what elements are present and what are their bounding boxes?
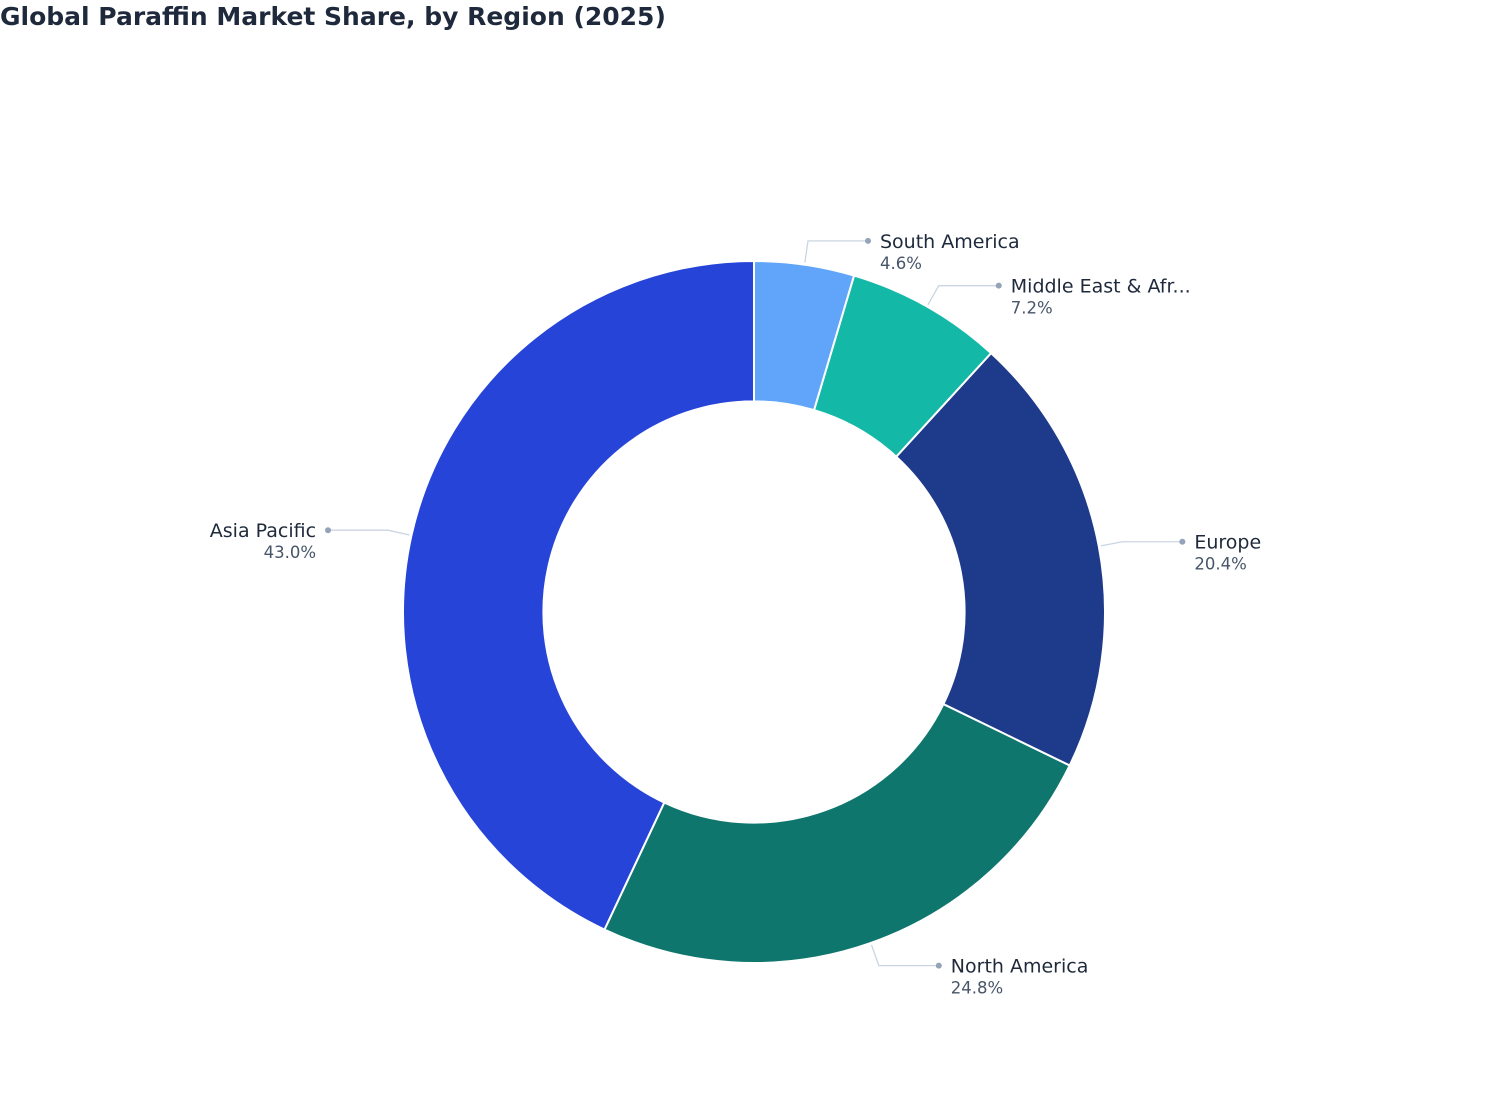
leader-dot (1179, 538, 1186, 545)
leader-line (804, 240, 869, 263)
slice-label-value: 43.0% (264, 543, 316, 562)
leader-line (927, 285, 999, 306)
slice-label-name: Middle East & Afr... (1011, 276, 1191, 298)
slice-label-value: 7.2% (1011, 299, 1053, 318)
slice-south-america[interactable] (753, 259, 856, 412)
slice-label-value: 4.6% (880, 254, 922, 273)
leader-line (1100, 541, 1183, 547)
donut-slices (402, 259, 1106, 964)
leader-line (328, 529, 410, 536)
slice-label-name: Europe (1194, 532, 1261, 554)
slice-label-name: Asia Pacific (210, 520, 316, 542)
chart-title: Global Paraffin Market Share, by Region … (0, 2, 666, 31)
label-middle-east-and-africa: Middle East & Afr...7.2% (927, 276, 1191, 318)
slice-north-america[interactable] (603, 702, 1072, 964)
slice-label-name: South America (880, 231, 1020, 253)
slice-label-value: 24.8% (951, 979, 1003, 998)
slice-asia-pacific[interactable] (402, 259, 755, 931)
slice-label-value: 20.4% (1194, 555, 1246, 574)
slice-label-name: North America (951, 956, 1089, 978)
leader-dot (865, 237, 872, 244)
slice-europe[interactable] (894, 351, 1106, 767)
leader-dot (995, 282, 1002, 289)
leader-dot (935, 962, 942, 969)
leader-dot (325, 527, 332, 534)
leader-line (870, 944, 939, 967)
